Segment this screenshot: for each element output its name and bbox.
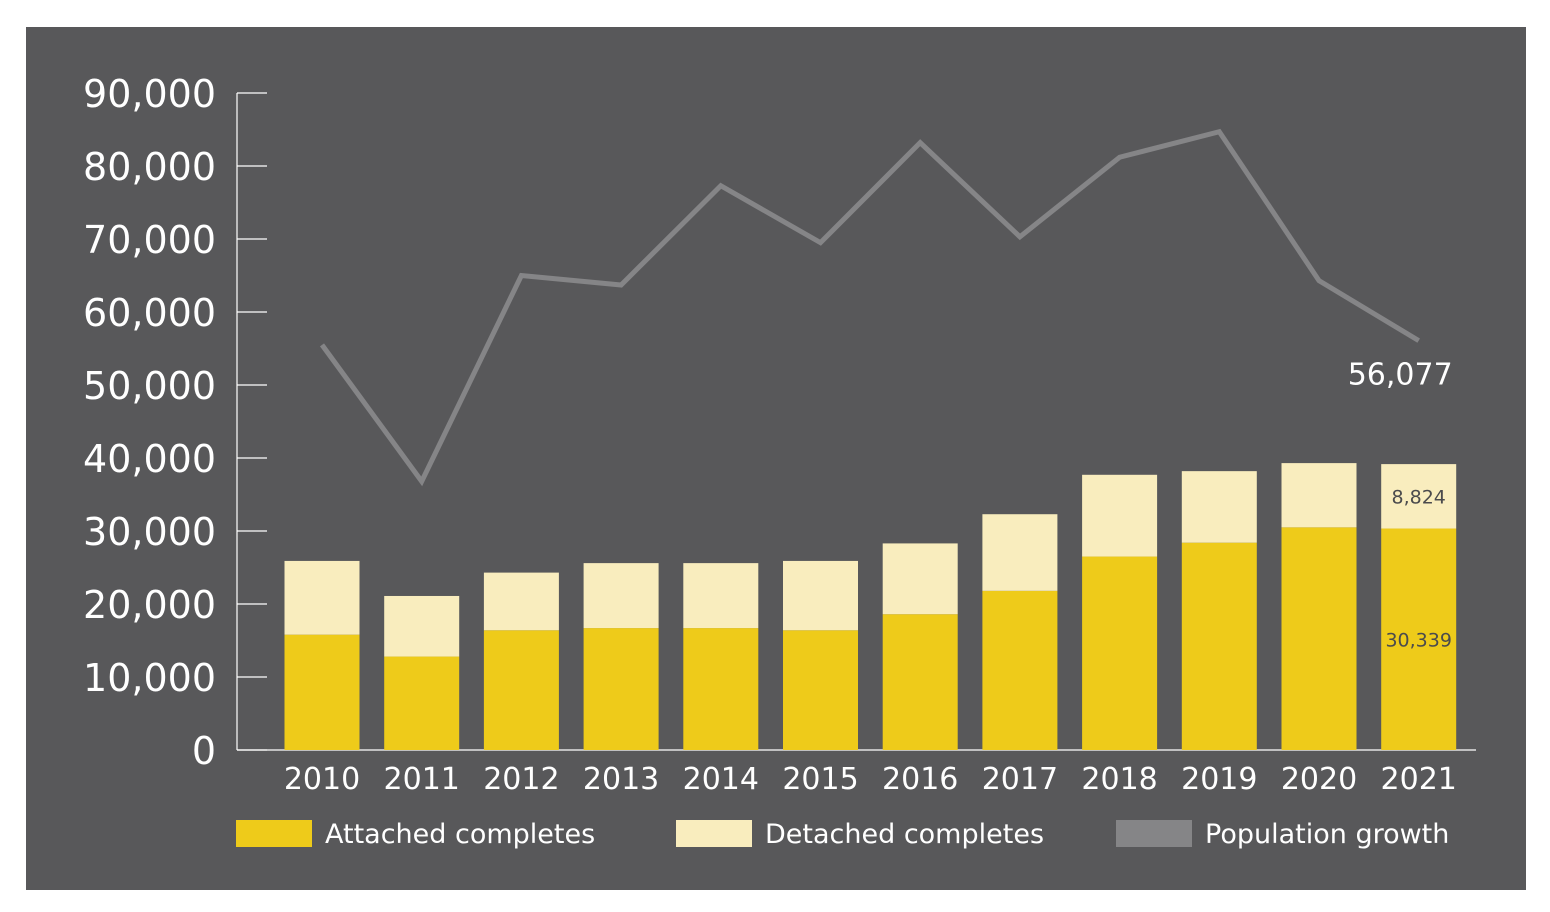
x-tick-label: 2011 [384, 762, 460, 797]
x-tick-label: 2012 [483, 762, 559, 797]
x-tick-label: 2016 [882, 762, 958, 797]
bar-detached-2011 [384, 595, 460, 657]
bar-detached-2021 [1381, 464, 1457, 529]
population-growth-line [319, 128, 1420, 487]
x-tick-label: 2017 [982, 762, 1058, 797]
y-tick-label: 20,000 [83, 583, 216, 627]
attached-last-value-label: 30,339 [1385, 630, 1451, 652]
x-tick-label: 2018 [1081, 762, 1157, 797]
chart-panel: 0 10,000 20,000 30,000 40,000 50,000 60,000 70,… [26, 27, 1526, 890]
bar-detached-2010 [284, 560, 360, 635]
y-tick-label: 50,000 [83, 364, 216, 408]
legend-swatch-population-growth [1116, 820, 1192, 847]
x-tick-label: 2019 [1181, 762, 1257, 797]
bar-detached-2016 [882, 543, 958, 615]
x-tick-label: 2015 [782, 762, 858, 797]
y-tick-label: 60,000 [83, 291, 216, 335]
y-tick-label: 0 [192, 729, 216, 773]
bar-detached-2019 [1181, 471, 1257, 543]
x-tick-label: 2014 [683, 762, 759, 797]
bar-detached-2017 [982, 514, 1058, 591]
legend-label: Attached completes [325, 819, 595, 850]
bar-attached-2011 [384, 656, 460, 750]
bar-attached-2010 [284, 634, 360, 750]
bar-attached-2013 [583, 628, 659, 750]
y-tick-label: 30,000 [83, 510, 216, 554]
bar-attached-2017 [982, 590, 1058, 750]
y-tick-label: 80,000 [83, 145, 216, 189]
x-tick-label: 2013 [583, 762, 659, 797]
population-last-value-label: 56,077 [1348, 358, 1453, 393]
legend-label: Detached completes [765, 819, 1044, 850]
bar-attached-2016 [882, 614, 958, 750]
bar-detached-2020 [1281, 463, 1357, 528]
bar-attached-2012 [483, 630, 559, 750]
legend-swatch-detached-completes [676, 820, 752, 847]
y-tick-label: 70,000 [83, 218, 216, 262]
bar-attached-2020 [1281, 527, 1357, 750]
x-tick-label: 2020 [1281, 762, 1357, 797]
bar-attached-2015 [783, 630, 858, 750]
bar-attached-2018 [1082, 556, 1158, 750]
y-tick-label: 10,000 [83, 656, 216, 700]
y-tick-label: 90,000 [83, 72, 216, 116]
detached-last-value-label: 8,824 [1391, 486, 1445, 508]
stacked-bar-line-chart: 0 10,000 20,000 30,000 40,000 50,000 60,000 70,… [83, 72, 1476, 850]
bar-detached-2013 [583, 563, 659, 629]
x-tick-label: 2021 [1381, 762, 1457, 797]
bar-attached-2014 [683, 628, 759, 750]
legend-label: Population growth [1205, 819, 1449, 850]
bar-detached-2012 [483, 572, 559, 631]
bar-detached-2018 [1082, 474, 1158, 557]
bar-attached-2021 [1381, 528, 1457, 750]
bar-detached-2014 [683, 563, 759, 629]
y-tick-label: 40,000 [83, 437, 216, 481]
x-tick-label: 2010 [284, 762, 360, 797]
bar-attached-2019 [1181, 542, 1257, 750]
legend-swatch-attached-completes [236, 820, 312, 847]
bar-detached-2015 [783, 560, 858, 631]
